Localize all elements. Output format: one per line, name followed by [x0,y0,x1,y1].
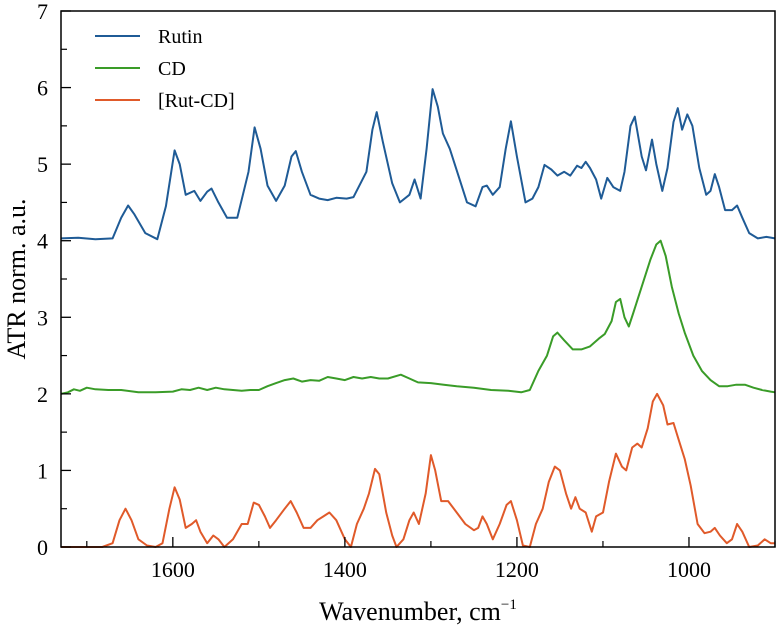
series-line-rutin [60,88,776,241]
y-tick-label: 3 [37,305,48,330]
legend-label-cd: CD [158,58,186,80]
x-axis-title-superscript: −1 [501,597,517,613]
x-tick-label: 1000 [667,557,711,582]
x-axis-title-text: Wavenumber, cm [319,597,501,626]
y-tick-label: 6 [37,76,48,101]
y-tick-label: 5 [37,152,48,177]
series-layer [60,88,776,548]
y-tick-label: 0 [37,535,48,560]
y-tick-label: 4 [37,229,48,254]
x-axis-title: Wavenumber, cm−1 [319,597,517,626]
y-axis-title: ATR norm. a.u. [2,198,31,359]
axis-tick-labels: 1600 1400 1200 1000 0 1 2 3 4 5 6 7 [37,0,711,582]
series-line-rut-cd [61,392,775,548]
axis-ticks [61,10,776,548]
y-tick-label: 7 [37,0,48,24]
y-tick-label: 1 [37,458,48,483]
x-tick-label: 1600 [151,557,195,582]
series-line-cd [60,239,776,395]
legend: Rutin CD [Rut-CD] [95,26,235,112]
x-tick-label: 1200 [495,557,539,582]
legend-label-rutin: Rutin [158,26,202,48]
x-tick-label: 1400 [323,557,367,582]
y-tick-label: 2 [37,382,48,407]
legend-label-rut-cd: [Rut-CD] [158,90,235,112]
